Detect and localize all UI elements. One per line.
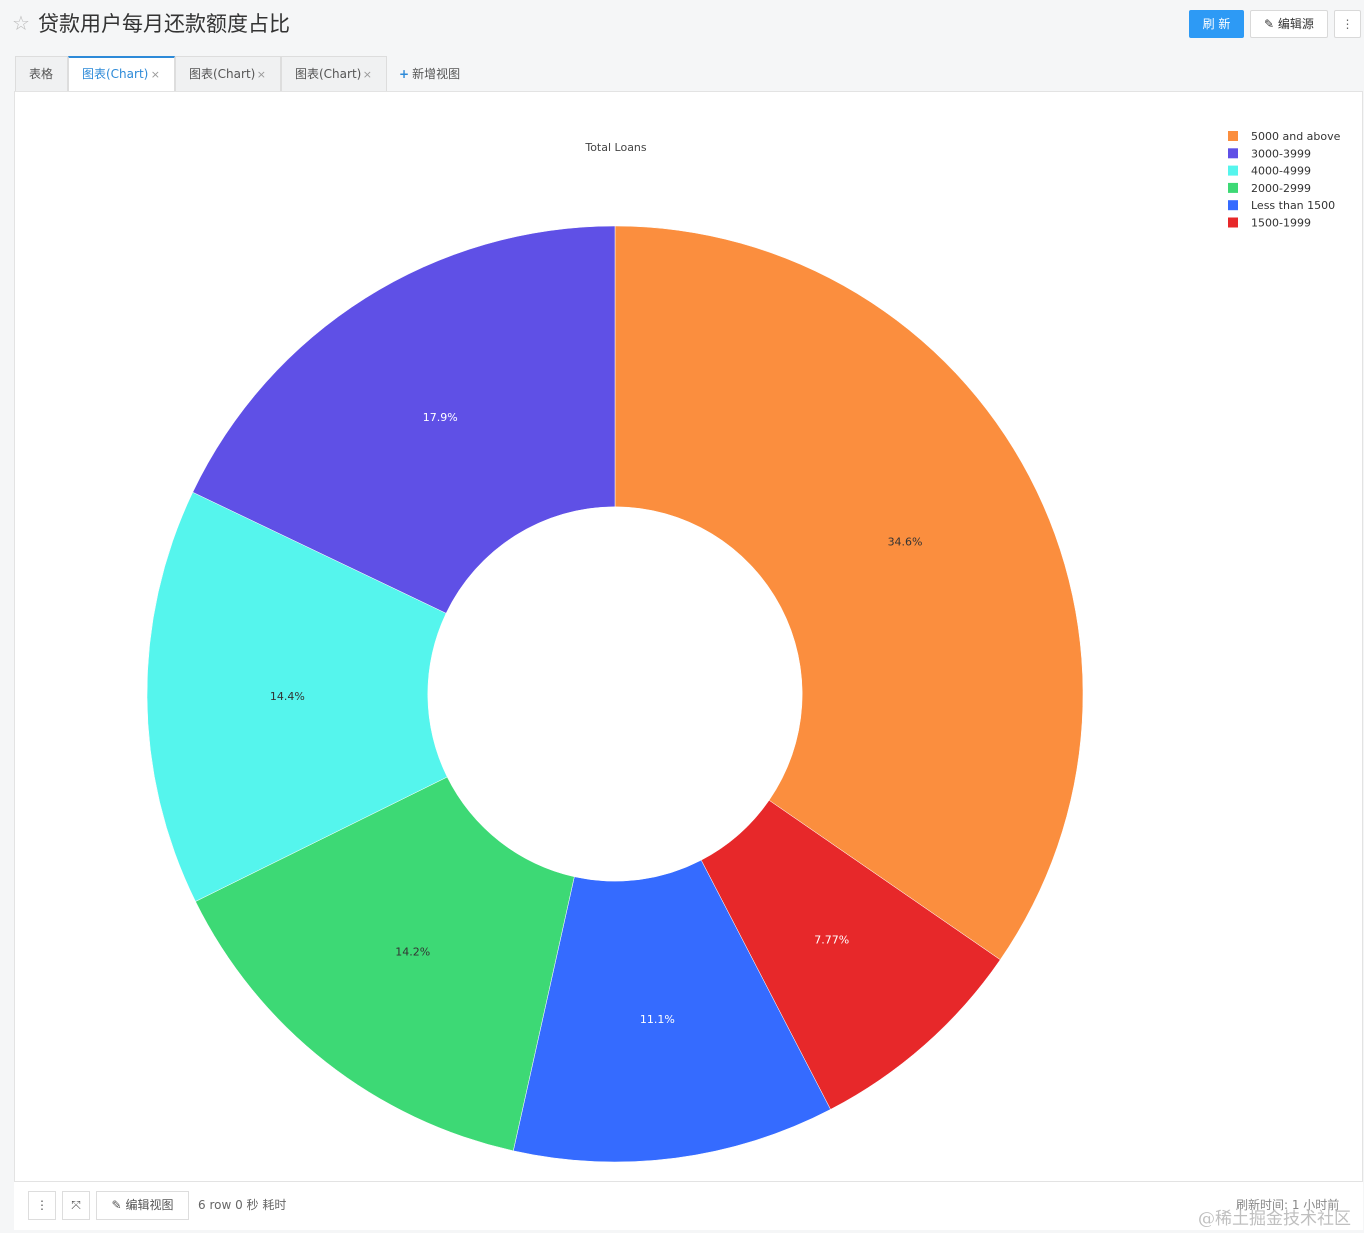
edit-view-button[interactable]: ✎ 编辑视图: [96, 1191, 189, 1220]
footer-bar: ⋮ ⤧ ✎ 编辑视图 6 row 0 秒 耗时 刷新时间: 1 小时前: [14, 1181, 1363, 1230]
tab-chart-3[interactable]: 图表(Chart) ×: [281, 56, 387, 92]
add-view-label: 新增视图: [412, 67, 461, 81]
legend-swatch: [1228, 217, 1238, 228]
legend-item-label[interactable]: 3000-3999: [1251, 147, 1311, 160]
legend-swatch: [1228, 200, 1238, 211]
tab-table[interactable]: 表格: [15, 56, 68, 92]
slice-3000-3999[interactable]: [192, 225, 616, 614]
edit-source-label: 编辑源: [1277, 17, 1314, 31]
refresh-button[interactable]: 刷 新: [1189, 10, 1244, 38]
tab-label: 图表(Chart): [189, 67, 256, 81]
slice-value-label: 34.6%: [888, 536, 923, 549]
chart-legend: 5000 and above 3000-3999 4000-4999 2000-299…: [1228, 130, 1341, 230]
star-icon[interactable]: ☆: [12, 11, 30, 35]
slice-value-label: 11.1%: [640, 1013, 675, 1026]
legend-swatch: [1228, 148, 1238, 159]
close-icon[interactable]: ×: [256, 68, 266, 81]
title-bar: ☆ 贷款用户每月还款额度占比 刷 新 ✎ 编辑源 ⋮: [0, 0, 1364, 52]
donut-chart: 34.6% 7.77% 11.1% 14.2% 14.4% 17.9% Total Loa…: [146, 130, 1341, 1163]
tab-chart-1[interactable]: 图表(Chart) ×: [68, 56, 175, 93]
legend-item-label[interactable]: Less than 1500: [1251, 199, 1335, 212]
slice-value-label: 14.2%: [395, 946, 430, 959]
add-view-button[interactable]: + 新增视图: [399, 56, 460, 92]
edit-view-label: 编辑视图: [125, 1198, 174, 1212]
legend-swatch: [1228, 131, 1238, 141]
slice-value-label: 17.9%: [423, 411, 458, 424]
page-title: 贷款用户每月还款额度占比: [38, 12, 290, 36]
chart-panel: 34.6% 7.77% 11.1% 14.2% 14.4% 17.9% Total Loa…: [14, 91, 1363, 1230]
legend-item-label[interactable]: 4000-4999: [1251, 165, 1311, 178]
refresh-time: 刷新时间: 1 小时前: [1236, 1198, 1340, 1212]
tab-chart-2[interactable]: 图表(Chart) ×: [175, 56, 281, 92]
close-icon[interactable]: ×: [362, 68, 372, 81]
chart-title: Total Loans: [584, 141, 647, 154]
legend-item-label[interactable]: 2000-2999: [1251, 182, 1311, 195]
status-text: 6 row 0 秒 耗时: [198, 1198, 287, 1212]
close-icon[interactable]: ×: [150, 68, 160, 81]
tab-label: 图表(Chart): [82, 67, 149, 81]
slice-4000-4999[interactable]: [146, 491, 448, 902]
edit-source-button[interactable]: ✎ 编辑源: [1250, 10, 1328, 38]
tab-label: 图表(Chart): [295, 67, 362, 81]
slice-5000-and-above[interactable]: [614, 225, 1084, 961]
expand-icon[interactable]: ⤧: [62, 1191, 90, 1220]
slice-2000-2999[interactable]: [195, 776, 575, 1152]
slice-value-label: 7.77%: [814, 934, 849, 947]
edit-icon: ✎: [1264, 17, 1278, 31]
plus-icon: +: [399, 67, 410, 81]
legend-item-label[interactable]: 5000 and above: [1251, 130, 1341, 143]
legend-swatch: [1228, 165, 1238, 176]
view-tabs: 表格 图表(Chart) × 图表(Chart) × 图表(Chart) × +…: [15, 56, 1363, 93]
slice-value-label: 14.4%: [270, 690, 305, 703]
watermark: @稀土掘金技术社区: [1198, 1209, 1351, 1229]
more-options-button[interactable]: ⋮: [1334, 10, 1361, 38]
legend-swatch: [1228, 182, 1238, 193]
legend-item-label[interactable]: 1500-1999: [1251, 217, 1311, 230]
footer-more-button[interactable]: ⋮: [28, 1191, 56, 1220]
edit-icon: ✎: [111, 1198, 122, 1212]
tab-label: 表格: [29, 67, 54, 81]
slice-less-than-1500[interactable]: [513, 859, 831, 1163]
